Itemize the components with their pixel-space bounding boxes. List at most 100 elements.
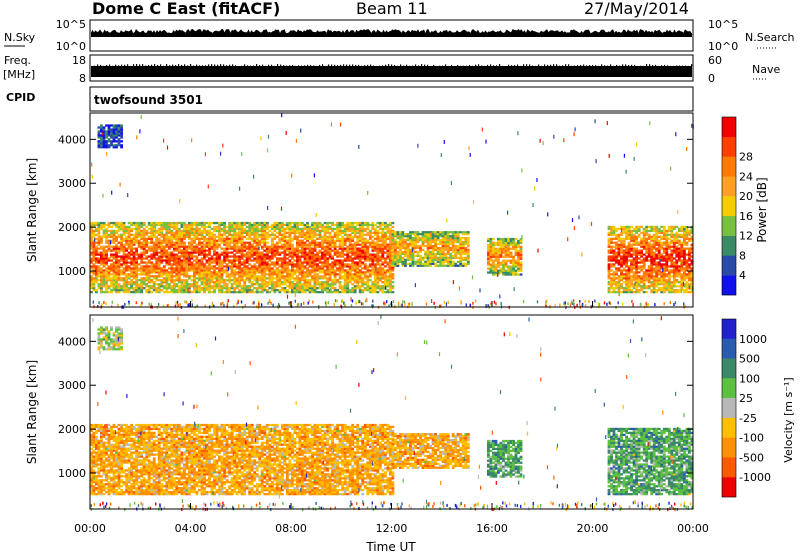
echo-cell: [635, 259, 639, 262]
echo-cell: [293, 229, 297, 233]
echo-cell: [439, 264, 443, 267]
echo-cell: [358, 273, 362, 276]
echo-cell: [409, 256, 412, 259]
echo-cell: [175, 223, 179, 227]
echo-cell: [135, 225, 139, 229]
echo-cell: [625, 279, 629, 282]
freq-trace-tick: [181, 64, 183, 67]
echo-cell: [318, 223, 322, 227]
echo-cell: [419, 256, 422, 259]
echo-cell: [625, 285, 629, 288]
echo-cell: [356, 275, 360, 278]
echo-cell: [288, 225, 292, 229]
echo-cell: [102, 275, 106, 278]
echo-cell: [311, 259, 314, 262]
echo-cell: [278, 257, 282, 260]
echo-cell: [265, 255, 269, 258]
echo-cell: [640, 249, 644, 252]
echo-cell: [263, 227, 267, 231]
echo-cell: [165, 233, 169, 236]
echo-cell: [391, 237, 395, 240]
echo-cell: [250, 245, 254, 248]
echo-cell: [378, 267, 382, 270]
echo-cell: [301, 261, 304, 264]
echo-cell: [635, 271, 639, 274]
echo-cell: [225, 285, 229, 288]
echo-cell: [172, 227, 176, 231]
echo-cell: [612, 291, 616, 294]
echo-cell: [343, 227, 347, 231]
echo-cell: [343, 271, 347, 274]
echo-cell: [198, 279, 201, 282]
echo-cell: [105, 237, 108, 240]
echo-cell: [203, 239, 206, 242]
echo-cell: [373, 271, 377, 274]
echo-cell: [361, 225, 365, 229]
freq-trace-tick: [190, 64, 192, 67]
echo-cell: [185, 267, 189, 270]
echo-cell: [456, 235, 460, 238]
echo-cell: [461, 256, 465, 259]
echo-cell: [115, 285, 118, 288]
echo-cell: [170, 239, 174, 242]
echo-cell: [213, 267, 216, 270]
freq-trace-tick: [187, 65, 189, 68]
echo-cell: [185, 261, 189, 264]
echo-cell: [230, 255, 234, 258]
echo-cell: [115, 267, 118, 270]
echo-cell: [381, 235, 385, 238]
echo-cell: [512, 245, 515, 249]
echo-cell: [384, 245, 387, 248]
echo-cell: [147, 285, 151, 288]
echo-cell: [296, 275, 299, 278]
echo-cell: [308, 291, 312, 294]
echo-cell: [645, 227, 649, 231]
echo-cell: [95, 253, 98, 256]
echo-cell: [406, 250, 410, 254]
echo-cell: [346, 233, 350, 236]
echo-cell: [620, 271, 623, 274]
echo-cell: [205, 229, 209, 233]
echo-cell: [306, 223, 309, 227]
echo-cell: [253, 233, 257, 236]
echo-cell: [283, 227, 287, 231]
echo-cell: [301, 253, 304, 256]
echo-cell: [112, 283, 116, 286]
echo-cell: [183, 251, 186, 254]
echo-cell: [328, 291, 332, 294]
echo-cell: [105, 249, 108, 252]
echo-cell: [308, 231, 312, 234]
echo-cell: [145, 291, 149, 294]
echo-cell: [607, 251, 611, 254]
echo-cell: [607, 281, 611, 284]
echo-cell: [170, 285, 174, 288]
echo-cell: [275, 225, 279, 229]
echo-cell: [356, 287, 360, 290]
echo-cell: [268, 259, 272, 262]
echo-cell: [296, 255, 299, 258]
echo-cell: [466, 248, 470, 252]
echo-cell: [386, 235, 390, 238]
echo-cell: [296, 263, 299, 266]
echo-cell: [177, 281, 181, 284]
echo-cell: [353, 281, 357, 284]
echo-cell: [142, 283, 146, 286]
echo-cell: [617, 259, 621, 262]
echo-cell: [95, 265, 98, 268]
echo-cell: [125, 267, 129, 270]
echo-cell: [431, 260, 435, 263]
echo-cell: [280, 281, 284, 284]
echo-cell: [120, 221, 124, 225]
echo-cell: [346, 291, 350, 294]
echo-cell: [223, 253, 227, 256]
echo-cell: [220, 235, 224, 238]
echo-cell: [260, 259, 264, 262]
echo-cell: [150, 279, 154, 282]
echo-cell: [238, 237, 242, 240]
echo-cell: [102, 273, 106, 276]
echo-cell: [215, 259, 219, 262]
echo-cell: [97, 267, 101, 270]
echo-cell: [389, 285, 392, 288]
echo-cell: [140, 271, 144, 274]
echo-cell: [313, 247, 317, 250]
